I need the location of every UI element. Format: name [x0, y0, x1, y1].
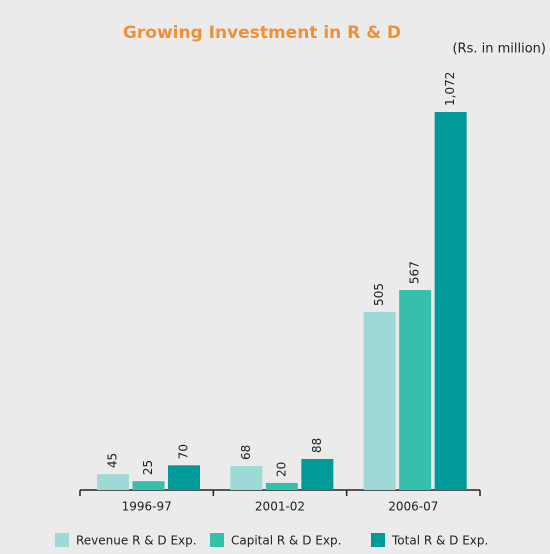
bar — [363, 311, 396, 490]
legend-label: Revenue R & D Exp. — [76, 534, 197, 548]
data-label: 25 — [141, 460, 155, 475]
bar — [168, 465, 200, 490]
legend-swatch — [210, 533, 224, 547]
data-label: 505 — [372, 283, 386, 306]
data-label: 1,072 — [443, 72, 457, 106]
data-label: 88 — [310, 438, 324, 453]
data-label: 45 — [106, 453, 120, 468]
data-label: 567 — [408, 261, 422, 284]
x-tick-label: 2006-07 — [388, 500, 438, 514]
bar — [97, 474, 129, 490]
legend-swatch — [371, 533, 385, 547]
bar — [399, 290, 432, 490]
bar — [265, 482, 298, 490]
bar — [301, 458, 334, 490]
data-label: 70 — [177, 444, 191, 459]
legend-label: Capital R & D Exp. — [231, 534, 341, 548]
x-tick-label: 1996-97 — [122, 500, 172, 514]
legend-swatch — [55, 533, 69, 547]
chart-subtitle: (Rs. in million) — [452, 42, 546, 57]
chart-title: Growing Investment in R & D — [123, 23, 401, 43]
data-label: 68 — [239, 445, 253, 460]
bar — [132, 481, 165, 490]
x-tick-label: 2001-02 — [255, 500, 305, 514]
bar — [230, 466, 263, 490]
data-label: 20 — [274, 462, 288, 477]
bar — [434, 112, 467, 490]
legend-label: Total R & D Exp. — [391, 534, 488, 548]
